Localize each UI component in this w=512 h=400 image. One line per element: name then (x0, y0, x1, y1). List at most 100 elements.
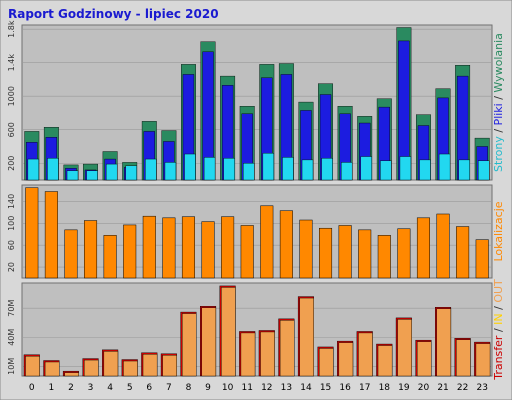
bar-strony (380, 160, 392, 181)
x-tick-label: 17 (359, 383, 370, 393)
bar-lokalizacje (299, 219, 313, 279)
bar-strony (419, 159, 431, 181)
panel-transfer: 10M 40M 70M Transfer / IN / OUT (7, 279, 505, 381)
bar-strony (223, 158, 235, 181)
side-legend-part: / (492, 125, 505, 136)
bar-strony (399, 156, 412, 181)
bar-strony (86, 170, 98, 181)
x-tick-label: 7 (166, 383, 172, 393)
bar-strony (438, 153, 451, 181)
side-legend: Transfer / IN / OUT (492, 279, 505, 381)
plot-area (21, 282, 493, 377)
side-legend: Strony / Pliki / Wywolania (492, 33, 505, 172)
bar-lokalizacje (123, 224, 137, 279)
bar-transfer (358, 332, 373, 377)
x-tick-label: 19 (398, 383, 410, 393)
bar-lokalizacje (475, 239, 489, 279)
bar-strony (125, 165, 137, 181)
x-tick-label: 16 (339, 383, 351, 393)
x-tick-label: 22 (457, 383, 468, 393)
bar-lokalizacje (319, 227, 333, 279)
bar-strony (262, 152, 275, 181)
bar-strony (341, 162, 353, 181)
y-tick-label: 40M (7, 329, 16, 346)
bar-strony (478, 160, 490, 181)
x-tick-label: 2 (68, 383, 74, 393)
bar-lokalizacje (416, 217, 430, 279)
side-legend-part: IN (492, 313, 505, 324)
bar-transfer (44, 361, 60, 377)
bar-transfer (181, 313, 197, 377)
bar-transfer (260, 331, 275, 377)
bar-transfer (299, 297, 314, 377)
x-tick-label: 4 (107, 383, 113, 393)
bar-lokalizacje (221, 216, 235, 279)
side-legend-part: / (492, 93, 505, 104)
y-tick-label: 1000 (7, 86, 16, 106)
x-tick-label: 20 (418, 383, 430, 393)
x-tick-label: 13 (281, 383, 292, 393)
bar-transfer (123, 360, 138, 377)
bar-lokalizacje (260, 205, 274, 279)
x-tick-label: 15 (320, 383, 331, 393)
bar-transfer (397, 319, 412, 377)
bar-lokalizacje (377, 235, 391, 279)
bar-lokalizacje (201, 221, 215, 279)
bar-transfer (84, 359, 99, 377)
x-tick-label: 12 (261, 383, 272, 393)
bar-lokalizacje (162, 217, 176, 279)
bar-strony (282, 157, 294, 181)
x-tick-label: 5 (127, 383, 133, 393)
bar-strony (301, 159, 314, 181)
side-legend-part: OUT (492, 279, 505, 303)
bar-lokalizacje (84, 220, 98, 279)
bar-transfer (201, 307, 217, 377)
x-tick-label: 14 (300, 383, 312, 393)
bar-transfer (240, 332, 256, 377)
side-legend-part: / (492, 303, 505, 314)
bar-lokalizacje (279, 210, 293, 279)
bar-lokalizacje (64, 229, 78, 279)
bar-strony (360, 156, 372, 181)
bar-transfer (475, 343, 491, 377)
bar-lokalizacje (181, 216, 195, 279)
y-tick-label: 60 (7, 240, 16, 250)
x-axis: 0 1 2 3 4 5 6 7 8 9 10 11 12 13 14 15 16 17 18 19 20 21 22 23 (29, 383, 488, 393)
bar-transfer (338, 342, 354, 377)
bar-strony (458, 159, 470, 181)
panel-hits-files-pages: 200 600 1000 1.4k 1.8k Strony / Pliki / Wywol… (7, 20, 505, 181)
bar-transfer (64, 372, 79, 377)
x-tick-label: 10 (222, 383, 234, 393)
bar-lokalizacje (358, 229, 372, 279)
bar-strony (66, 170, 79, 181)
y-tick-label: 20 (7, 262, 16, 272)
x-tick-label: 1 (49, 383, 55, 393)
x-tick-label: 21 (437, 383, 448, 393)
panel-sites: 20 60 100 140 Lokalizacje (7, 184, 505, 279)
bar-strony (145, 158, 157, 181)
side-legend: Lokalizacje (492, 201, 505, 261)
side-legend-part: Pliki (492, 103, 505, 125)
x-tick-label: 23 (476, 383, 487, 393)
x-tick-label: 11 (241, 383, 252, 393)
bar-lokalizacje (240, 225, 254, 279)
x-tick-label: 0 (29, 383, 35, 393)
y-tick-label: 10M (7, 358, 16, 375)
x-tick-label: 8 (186, 383, 192, 393)
x-tick-label: 18 (379, 383, 391, 393)
bar-strony (203, 157, 216, 181)
bar-transfer (162, 355, 177, 377)
side-legend-part: Lokalizacje (492, 201, 505, 261)
bar-strony (27, 158, 40, 181)
y-tick-label: 100 (7, 216, 16, 231)
bar-lokalizacje (103, 235, 117, 279)
plot-area (21, 184, 493, 279)
side-legend-part: Transfer (492, 335, 505, 381)
bar-transfer (142, 354, 158, 377)
bar-lokalizacje (25, 187, 39, 279)
bar-strony (47, 158, 59, 181)
x-tick-label: 9 (205, 383, 211, 393)
bar-lokalizacje (338, 225, 352, 279)
